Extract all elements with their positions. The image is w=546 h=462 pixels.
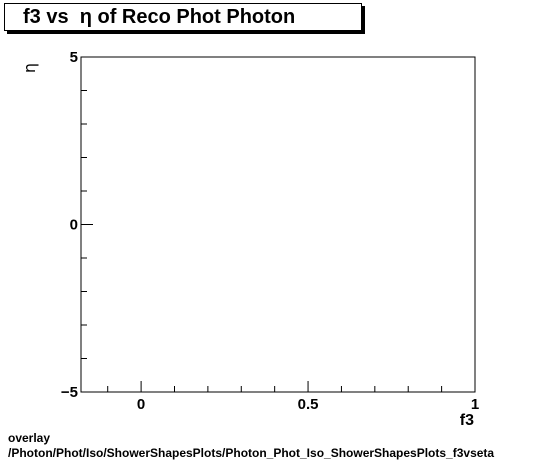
x-tick-label: 1 xyxy=(471,396,479,413)
chart-title-box: f3 vs η of Reco Phot Photon xyxy=(4,3,362,31)
x-axis-tick-labels: 0 0.5 1 xyxy=(137,396,479,413)
footer-overlay-label: overlay xyxy=(8,431,51,445)
y-axis-label: η xyxy=(20,63,39,73)
y-tick-label: −5 xyxy=(61,384,78,401)
x-tick-label: 0 xyxy=(137,396,145,413)
x-axis-ticks xyxy=(107,381,476,392)
x-axis-label: f3 xyxy=(460,412,474,429)
y-axis-ticks xyxy=(81,56,93,393)
footer-plot-path: /Photon/Phot/Iso/ShowerShapesPlots/Photo… xyxy=(8,446,495,460)
chart-title: f3 vs η of Reco Phot Photon xyxy=(23,6,296,28)
y-tick-label: 5 xyxy=(70,49,78,66)
y-axis-tick-labels: 5 0 −5 xyxy=(61,49,78,401)
plot-frame xyxy=(80,56,476,393)
y-tick-label: 0 xyxy=(70,217,78,234)
x-tick-label: 0.5 xyxy=(298,396,319,413)
